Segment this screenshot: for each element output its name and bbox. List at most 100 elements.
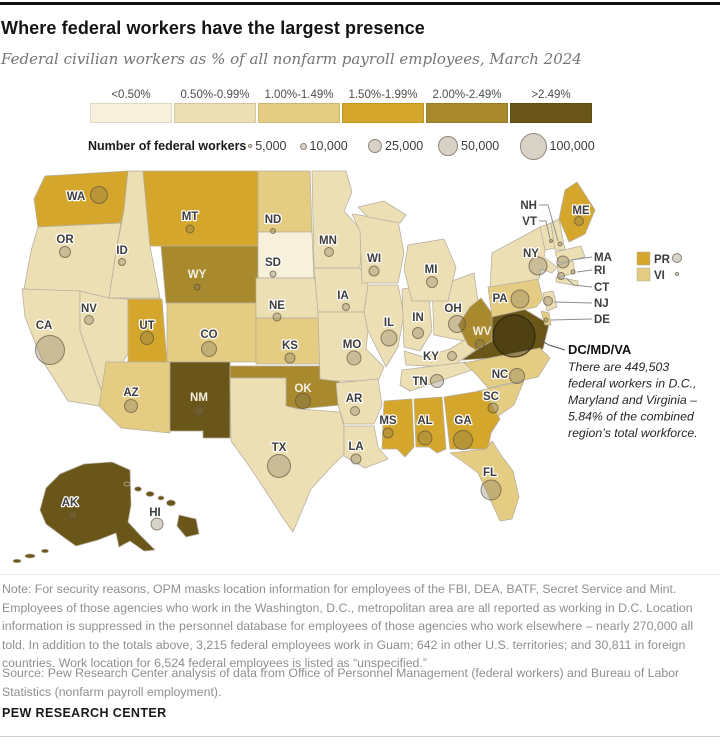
size-legend-title: Number of federal workers (88, 139, 247, 153)
federal-workers-bubble-AK (68, 510, 78, 520)
state-label-MI: MI (425, 264, 438, 276)
state-shape-MI-upper (357, 200, 407, 224)
state-shape-GA (443, 390, 501, 450)
page-title: Where federal workers have the largest p… (1, 18, 425, 38)
federal-workers-bubble-TN (430, 374, 444, 388)
state-label-KS: KS (282, 340, 298, 352)
source-text: Source: Pew Research Center analysis of … (2, 666, 680, 699)
federal-workers-bubble-MO (346, 350, 362, 366)
legend-bin-label: 1.00%-1.49% (264, 89, 334, 101)
note-text: Note: For security reasons, OPM masks lo… (2, 582, 694, 671)
state-shape-AL (413, 396, 447, 454)
federal-workers-bubble-CA (35, 335, 65, 365)
state-label-AK: AK (62, 497, 79, 509)
federal-workers-bubble-NM (193, 405, 205, 417)
state-label-NY: NY (523, 248, 539, 260)
federal-workers-bubble-KY (447, 351, 457, 361)
federal-workers-bubble-NC (509, 368, 525, 384)
federal-workers-bubble-CT (557, 272, 565, 280)
leader-line-MA (570, 256, 593, 261)
federal-workers-bubble-ID (118, 258, 126, 266)
federal-workers-bubble-NV (84, 315, 94, 325)
state-label-IN: IN (412, 312, 424, 324)
states-layer (12, 170, 596, 564)
state-label-RI: RI (594, 265, 606, 277)
federal-workers-bubble-NH (557, 241, 563, 247)
callout-line: federal workers in D.C., (568, 377, 696, 391)
ak-aleutian-island (24, 553, 36, 559)
state-label-LA: LA (348, 441, 363, 453)
state-label-PA: PA (492, 293, 507, 305)
legend-bin-swatch (90, 103, 172, 123)
state-label-WY: WY (188, 269, 207, 281)
state-shape-NC (463, 347, 551, 389)
federal-workers-bubble-IL (380, 329, 398, 347)
ak-aleutian-island (41, 548, 49, 554)
territory-swatch-PR (636, 251, 651, 266)
federal-workers-bubble-NJ (543, 296, 553, 306)
size-legend-label: 100,000 (549, 139, 595, 153)
state-label-WV: WV (473, 326, 492, 338)
state-label-ME: ME (572, 205, 590, 217)
federal-workers-bubble-SD (269, 270, 277, 278)
state-label-MO: MO (343, 339, 362, 351)
federal-workers-bubble-TX (267, 454, 291, 478)
state-label-NH: NH (520, 200, 537, 212)
callout-line: 5.84% of the combined (568, 410, 695, 424)
state-label-OK: OK (294, 383, 312, 395)
federal-workers-bubble-PA (510, 289, 530, 309)
state-shape-WY (160, 245, 259, 304)
state-label-WI: WI (367, 253, 381, 265)
territory-label-VI: VI (654, 270, 665, 282)
federal-workers-bubble-WI (368, 265, 380, 277)
state-shape-IL (363, 284, 405, 368)
size-legend-circle (519, 132, 547, 160)
state-label-IA: IA (337, 290, 349, 302)
map-overlay-layer: WA OR CA NV ID MT WY UT CO AZ NM ND SD NE KS OK TX MN IA MO… (34, 186, 698, 531)
federal-workers-bubble-CO (201, 341, 217, 357)
callout-line: Maryland and Virginia – (568, 393, 697, 407)
federal-workers-bubble-SC (487, 402, 499, 414)
state-shape-AR (335, 378, 383, 425)
state-label-AL: AL (417, 415, 432, 427)
state-label-SC: SC (483, 391, 499, 403)
state-label-AZ: AZ (123, 387, 138, 399)
state-label-VT: VT (522, 216, 537, 228)
federal-workers-bubble-DC (492, 314, 536, 358)
leader-line-NJ (553, 301, 593, 304)
state-shape-NM (169, 361, 231, 439)
state-label-NE: NE (269, 300, 285, 312)
leader-line-DE (549, 318, 593, 321)
callout-title: DC/MD/VA (568, 342, 632, 357)
legend-bin-swatch (426, 103, 508, 123)
hi-island (123, 481, 131, 487)
state-label-UT: UT (139, 320, 154, 332)
divider-line (0, 574, 720, 575)
leader-line-VT (539, 220, 551, 240)
state-shape-TX (229, 377, 345, 533)
hi-island (145, 491, 155, 497)
federal-workers-bubble-KS (284, 352, 296, 364)
pew-research-center-footer: PEW RESEARCH CENTER (2, 706, 167, 720)
federal-workers-bubble-DE (543, 317, 549, 323)
size-legend-circle (368, 139, 382, 153)
state-label-TX: TX (272, 442, 287, 454)
federal-workers-bubble-IA (342, 303, 350, 311)
legend-bin-swatch (174, 103, 256, 123)
state-label-OH: OH (444, 303, 461, 315)
size-legend-circle (438, 136, 458, 156)
federal-workers-bubble-AL (417, 430, 433, 446)
federal-workers-bubble-OH (448, 315, 466, 333)
state-shape-SD (257, 231, 315, 279)
leader-line-CT (565, 277, 593, 288)
size-legend-label: 10,000 (309, 139, 348, 153)
federal-workers-bubble-MT (185, 224, 195, 234)
state-shape-MT (142, 170, 259, 247)
bottom-rule (0, 736, 720, 737)
legend-bin-label: 2.00%-2.49% (432, 89, 502, 101)
callout-line: There are 449,503 (568, 360, 669, 374)
page-subtitle: Federal civilian workers as % of all non… (1, 50, 582, 68)
state-label-NC: NC (492, 369, 509, 381)
leader-line-DC (539, 339, 566, 351)
size-legend-label: 25,000 (385, 139, 424, 153)
